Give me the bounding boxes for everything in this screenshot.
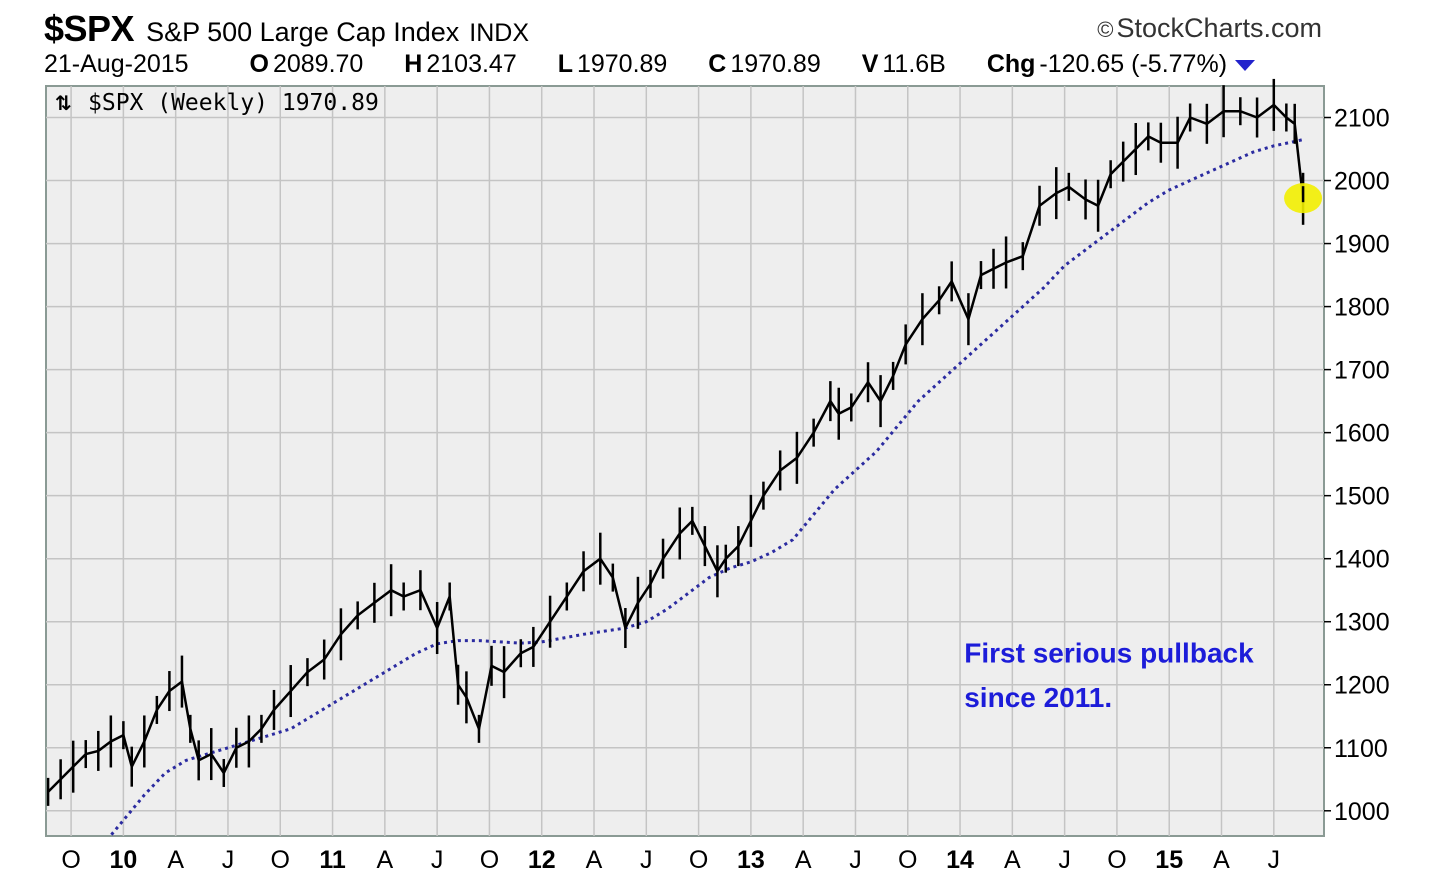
low-value: 1970.89 <box>576 50 668 78</box>
y-tick-label: 1300 <box>1334 609 1390 637</box>
y-tick-label: 1900 <box>1334 231 1390 259</box>
y-tick-label: 1600 <box>1334 420 1390 448</box>
y-tick-label: 1100 <box>1334 735 1388 763</box>
volume-label: V <box>861 50 879 78</box>
x-tick-label: J <box>1058 846 1071 874</box>
y-tick-label: 2100 <box>1334 105 1390 133</box>
y-tick-label: 1500 <box>1334 483 1390 511</box>
x-tick-label: J <box>640 846 653 874</box>
close-label: C <box>708 50 727 78</box>
x-tick-label: O <box>480 846 499 874</box>
y-tick-label: 1800 <box>1334 294 1390 322</box>
low-label: L <box>557 50 573 78</box>
change-value: -120.65 (-5.77%) <box>1039 50 1228 78</box>
x-tick-label: J <box>431 846 444 874</box>
annotation-text: First serious pullback <box>964 638 1254 669</box>
y-tick-label: 1400 <box>1334 546 1390 574</box>
x-tick-label: 12 <box>528 846 556 874</box>
x-tick-label: J <box>849 846 862 874</box>
y-tick-label: 1200 <box>1334 672 1390 700</box>
legend-arrows-icon: ⇅ <box>55 91 72 115</box>
x-tick-label: O <box>689 846 708 874</box>
x-tick-label: A <box>377 846 394 874</box>
quote-bar: 21-Aug-2015 O 2089.70 H 2103.47 L 1970.89 C… <box>44 50 1256 79</box>
x-tick-label: 15 <box>1155 846 1183 874</box>
x-tick-label: O <box>1107 846 1126 874</box>
x-tick-label: A <box>167 846 184 874</box>
y-tick-label: 1700 <box>1334 357 1390 385</box>
chart-title-bar: $SPX S&P 500 Large Cap Index INDX <box>44 8 530 49</box>
dropdown-arrow-icon[interactable] <box>1235 59 1256 71</box>
brand-name: StockCharts.com <box>1116 13 1322 43</box>
x-tick-label: O <box>61 846 80 874</box>
x-tick-label: J <box>1268 846 1281 874</box>
open-value: 2089.70 <box>272 50 364 78</box>
y-tick-label: 2000 <box>1334 168 1390 196</box>
exchange-code: INDX <box>469 19 530 47</box>
change-label: Chg <box>986 50 1036 78</box>
annotation-text: since 2011. <box>964 682 1112 713</box>
plot-area <box>45 85 1325 837</box>
chart-legend: $SPX (Weekly) 1970.89 <box>88 90 379 116</box>
volume-value: 11.6B <box>882 50 946 78</box>
high-label: H <box>404 50 423 78</box>
x-tick-label: 14 <box>946 846 974 874</box>
ticker-symbol: $SPX <box>44 8 135 49</box>
high-value: 2103.47 <box>426 50 517 78</box>
x-tick-label: 13 <box>737 846 765 874</box>
moving-average-line <box>108 138 1304 836</box>
x-tick-label: A <box>795 846 812 874</box>
x-tick-label: A <box>586 846 603 874</box>
open-label: O <box>249 50 269 78</box>
copyright-icon: © <box>1097 17 1114 42</box>
index-name: S&P 500 Large Cap Index <box>146 17 460 47</box>
x-tick-label: O <box>271 846 290 874</box>
close-value: 1970.89 <box>730 50 821 78</box>
y-tick-label: 1000 <box>1334 798 1390 826</box>
x-tick-label: 11 <box>319 846 346 874</box>
x-tick-label: J <box>222 846 235 874</box>
x-tick-label: A <box>1004 846 1021 874</box>
x-tick-label: 10 <box>109 846 137 874</box>
quote-date: 21-Aug-2015 <box>44 50 189 78</box>
x-tick-label: O <box>898 846 917 874</box>
brand-link[interactable]: © StockCharts.com <box>1097 13 1322 44</box>
x-tick-label: A <box>1213 846 1230 874</box>
